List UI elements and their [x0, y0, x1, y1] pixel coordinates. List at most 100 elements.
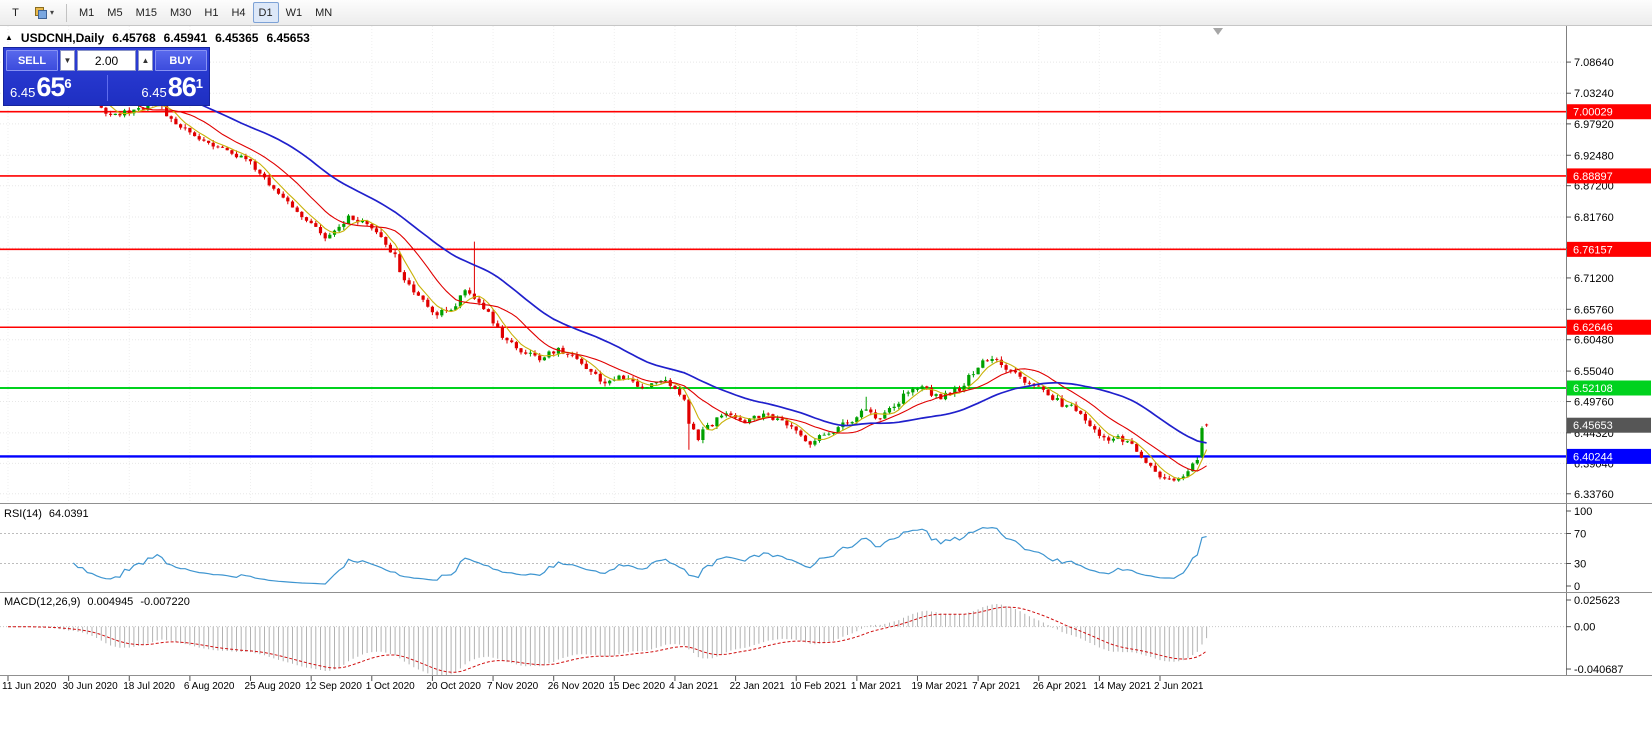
rsi-label: RSI(14) 64.0391 [4, 508, 89, 520]
svg-text:6 Aug 2020: 6 Aug 2020 [184, 681, 235, 692]
text-tool-button[interactable]: T [3, 2, 28, 23]
trade-controls-row: SELL ▼ ▲ BUY [6, 50, 207, 71]
macd-signal-line [8, 606, 1207, 673]
macd-panel: 0.025623 0.00 -0.040687 [0, 595, 1624, 676]
ma-13-line [63, 70, 1207, 472]
ask-pipette: 1 [195, 76, 203, 91]
gridlines [0, 26, 1566, 503]
svg-text:6.97920: 6.97920 [1574, 119, 1614, 131]
sell-button[interactable]: SELL [6, 50, 58, 71]
price-badge [1567, 319, 1651, 335]
toolbar: T ▾ M1 M5 M15 M30 H1 H4 D1 W1 MN [0, 0, 1652, 26]
objects-icon [35, 6, 47, 19]
svg-text:12 Sep 2020: 12 Sep 2020 [305, 681, 362, 692]
svg-text:30: 30 [1574, 559, 1586, 571]
svg-text:6.55040: 6.55040 [1574, 366, 1614, 378]
price-badge [1567, 417, 1651, 433]
svg-text:6.52108: 6.52108 [1573, 383, 1613, 395]
svg-text:10 Feb 2021: 10 Feb 2021 [790, 681, 847, 692]
caret-down-icon: ▼ [63, 55, 72, 65]
price-scale[interactable]: 7.08640 7.03240 6.97920 6.92480 6.87200 6.817… [1566, 57, 1651, 501]
svg-text:25 Aug 2020: 25 Aug 2020 [245, 681, 302, 692]
rsi-panel: 100 70 30 0 [0, 506, 1592, 593]
svg-text:2 Jun 2021: 2 Jun 2021 [1154, 681, 1204, 692]
price-badge [1567, 448, 1651, 464]
rsi-name: RSI(14) [4, 508, 42, 520]
close-value: 6.45653 [266, 31, 310, 45]
objects-dropdown-button[interactable]: ▾ [29, 2, 60, 23]
timeframe-m30[interactable]: M30 [164, 2, 197, 23]
bid-pipette: 6 [64, 76, 72, 91]
svg-text:6.60480: 6.60480 [1574, 335, 1614, 347]
toolbar-separator [66, 3, 68, 22]
svg-text:6.45653: 6.45653 [1573, 420, 1613, 432]
svg-text:20 Oct 2020: 20 Oct 2020 [426, 681, 481, 692]
bid-pips: 65 [36, 72, 65, 102]
high-value: 6.45941 [163, 31, 208, 45]
price-divider [106, 75, 108, 101]
svg-text:14 May 2021: 14 May 2021 [1093, 681, 1151, 692]
timeframe-m1[interactable]: M1 [73, 2, 100, 23]
svg-text:26 Nov 2020: 26 Nov 2020 [548, 681, 605, 692]
macd-signal-value: -0.007220 [140, 596, 190, 608]
price-badge [1567, 168, 1651, 184]
timeframe-mn[interactable]: MN [309, 2, 338, 23]
svg-text:1 Oct 2020: 1 Oct 2020 [366, 681, 415, 692]
timeframe-h1[interactable]: H1 [198, 2, 224, 23]
svg-text:26 Apr 2021: 26 Apr 2021 [1033, 681, 1087, 692]
ask-pips: 86 [167, 72, 197, 102]
svg-text:-0.040687: -0.040687 [1574, 664, 1624, 676]
buy-button[interactable]: BUY [155, 50, 207, 71]
svg-text:7.08640: 7.08640 [1574, 57, 1614, 69]
timeframe-w1[interactable]: W1 [280, 2, 309, 23]
panel-separators[interactable] [0, 26, 1652, 676]
svg-text:100: 100 [1574, 506, 1592, 518]
svg-text:6.88897: 6.88897 [1573, 171, 1613, 183]
svg-text:6.92480: 6.92480 [1574, 150, 1614, 162]
macd-name: MACD(12,26,9) [4, 596, 81, 608]
svg-text:7 Nov 2020: 7 Nov 2020 [487, 681, 539, 692]
macd-histogram [12, 604, 1208, 675]
svg-text:6.40244: 6.40244 [1573, 451, 1613, 463]
svg-text:7.00029: 7.00029 [1573, 107, 1613, 119]
chevron-down-icon: ▾ [50, 7, 55, 17]
candles-layer [6, 63, 1209, 482]
timeframe-h4[interactable]: H4 [225, 2, 251, 23]
timeframe-m5[interactable]: M5 [101, 2, 128, 23]
timeframe-m15[interactable]: M15 [130, 2, 163, 23]
price-badge [1567, 241, 1651, 257]
time-axis[interactable]: 11 Jun 2020 30 Jun 2020 18 Jul 2020 6 Aug 2… [2, 676, 1204, 692]
svg-text:6.76157: 6.76157 [1573, 244, 1613, 256]
timeframe-buttons: M1 M5 M15 M30 H1 H4 D1 W1 MN [73, 2, 338, 23]
caret-up-icon: ▲ [141, 55, 150, 65]
ask-price[interactable]: 6.45 86 1 [141, 74, 203, 101]
price-badge [1567, 380, 1651, 396]
svg-text:6.62646: 6.62646 [1573, 322, 1613, 334]
shift-marker-icon[interactable] [1213, 28, 1223, 35]
volume-input[interactable] [77, 50, 136, 71]
svg-text:0.00: 0.00 [1574, 622, 1595, 634]
svg-text:6.49760: 6.49760 [1574, 397, 1614, 409]
ask-big-figure: 6.45 [141, 85, 167, 100]
svg-text:6.33760: 6.33760 [1574, 489, 1614, 501]
svg-text:7 Apr 2021: 7 Apr 2021 [972, 681, 1021, 692]
rsi-line [72, 526, 1207, 585]
volume-increase-button[interactable]: ▲ [138, 50, 153, 71]
timeframe-d1[interactable]: D1 [252, 2, 279, 23]
trade-prices-row: 6.45 65 6 6.45 86 1 [6, 73, 207, 103]
svg-text:30 Jun 2020: 30 Jun 2020 [63, 681, 118, 692]
ma-34-line [161, 89, 1207, 444]
ma-5-line [26, 67, 1208, 480]
volume-decrease-button[interactable]: ▼ [60, 50, 75, 71]
bid-price[interactable]: 6.45 65 6 [10, 74, 72, 101]
svg-text:1 Mar 2021: 1 Mar 2021 [851, 681, 902, 692]
svg-text:7.03240: 7.03240 [1574, 88, 1614, 100]
horizontal-level-lines[interactable] [0, 110, 1566, 458]
svg-text:4 Jan 2021: 4 Jan 2021 [669, 681, 719, 692]
svg-text:0: 0 [1574, 581, 1580, 593]
svg-text:6.71200: 6.71200 [1574, 273, 1614, 285]
svg-text:6.81760: 6.81760 [1574, 212, 1614, 224]
